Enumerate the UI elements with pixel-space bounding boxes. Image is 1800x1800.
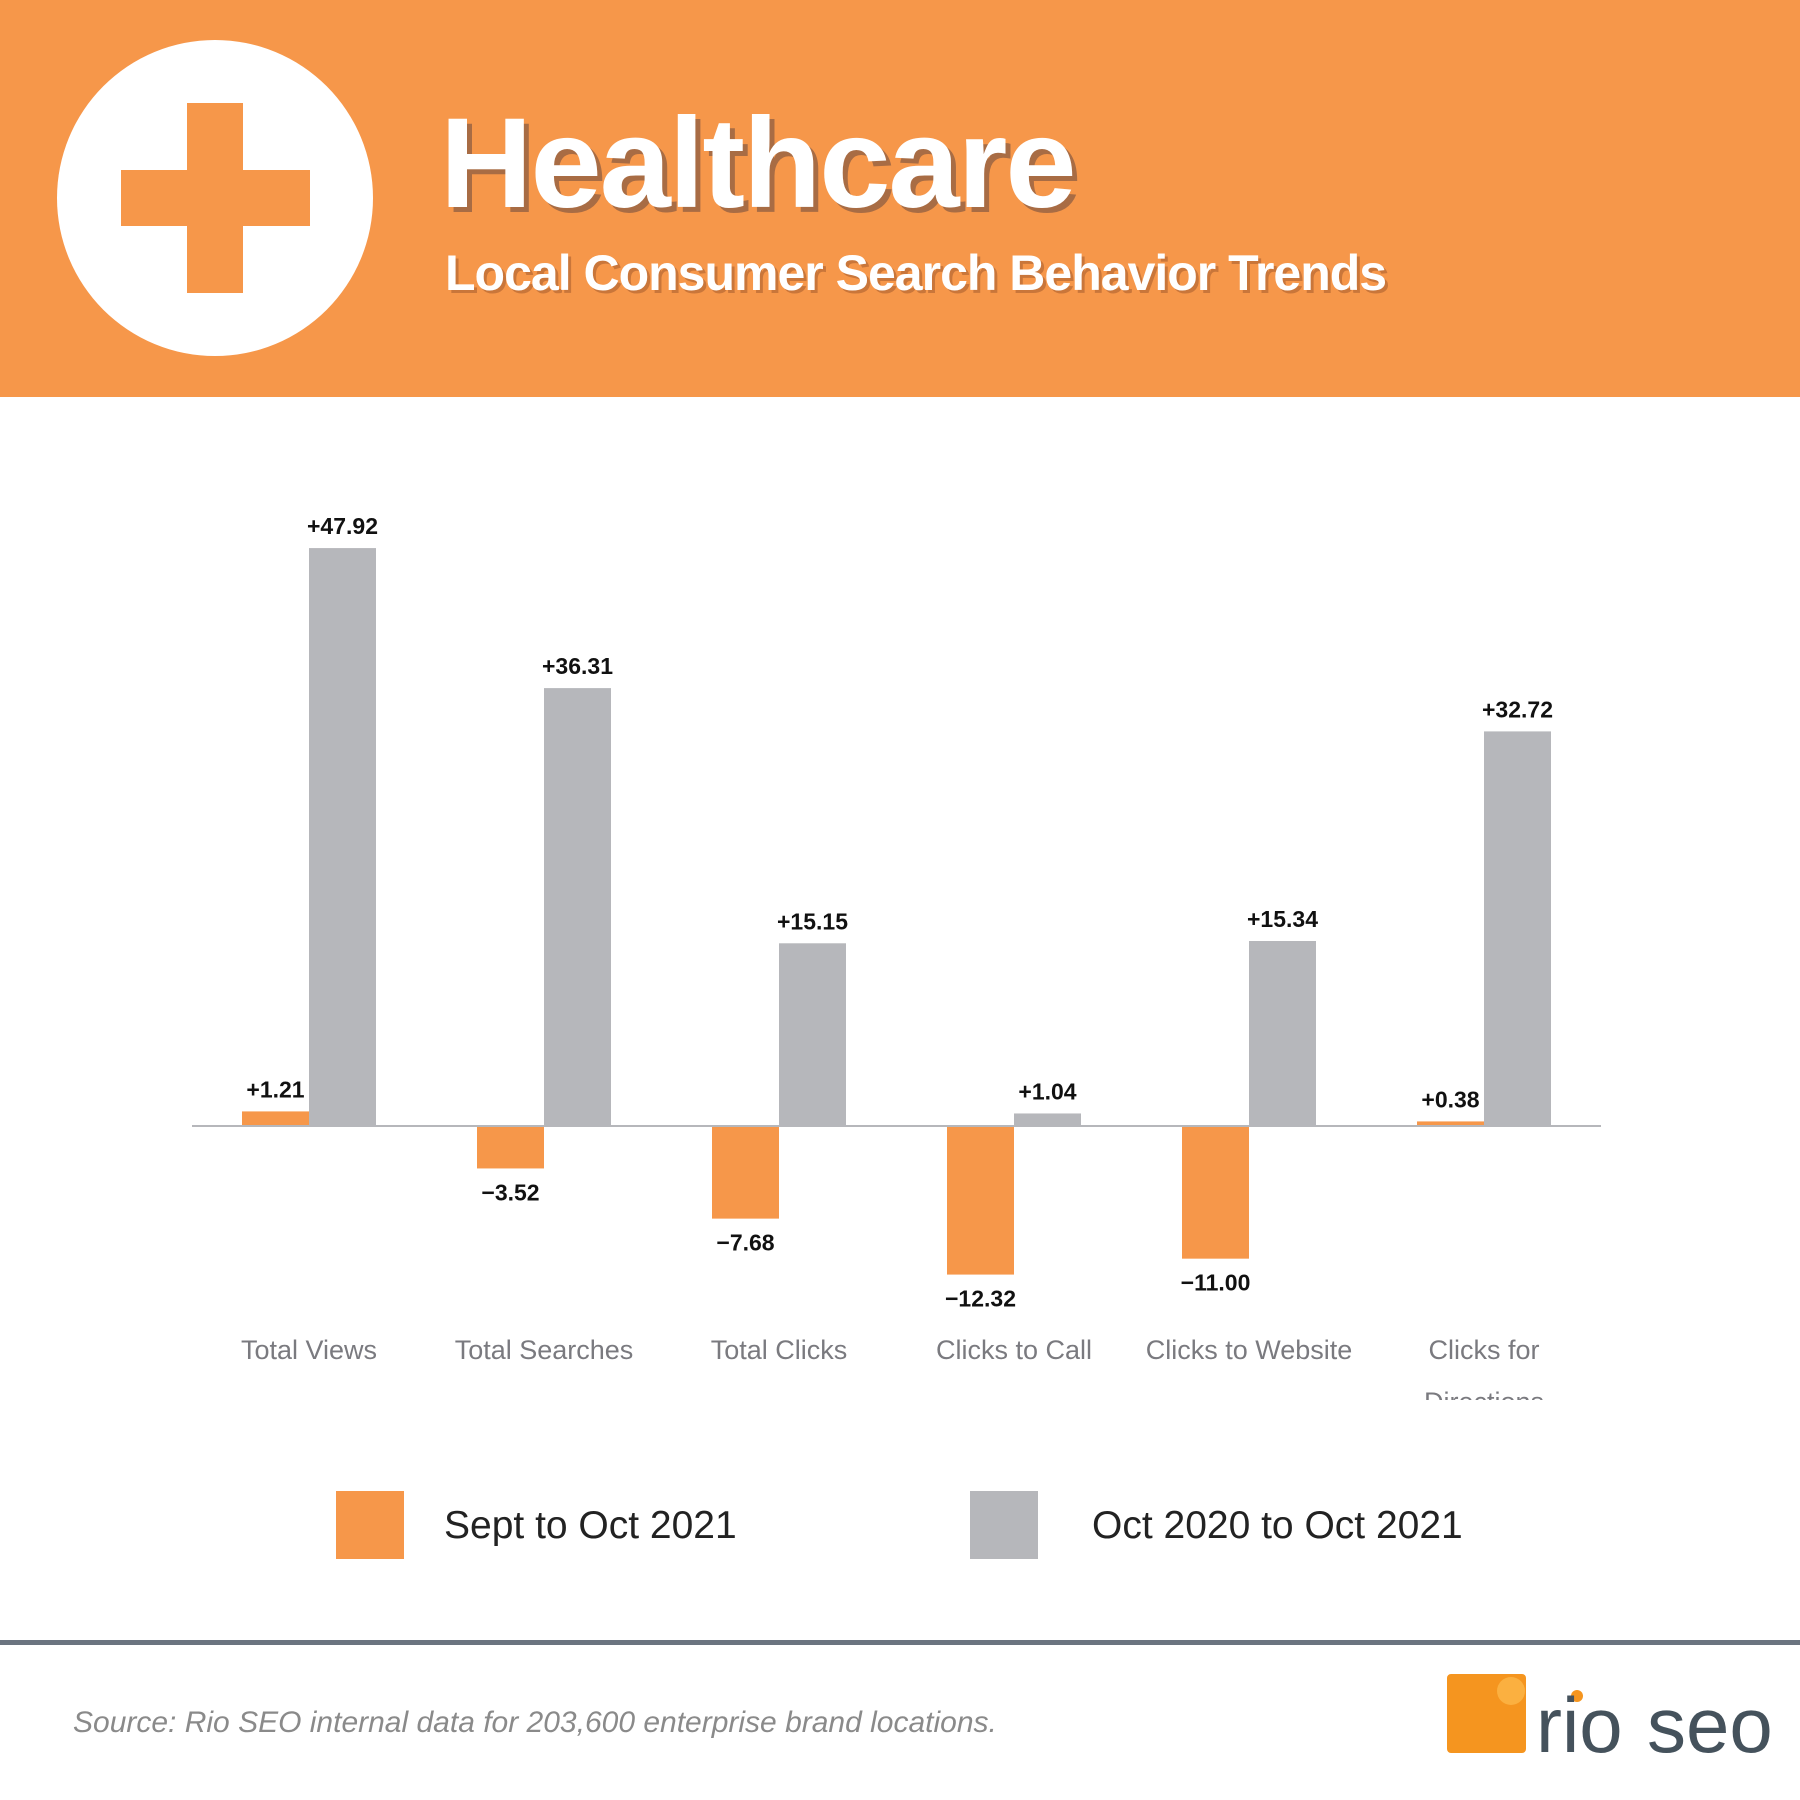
data-label: +36.31 bbox=[542, 653, 613, 679]
page-title: Healthcare bbox=[440, 92, 1077, 235]
svg-text:rio: rio bbox=[1536, 1681, 1623, 1762]
data-label: +0.38 bbox=[1421, 1086, 1479, 1112]
category-label: Clicks to Call bbox=[936, 1335, 1092, 1365]
medical-cross-icon bbox=[57, 40, 373, 356]
data-label: +1.04 bbox=[1018, 1078, 1076, 1104]
page-subtitle: Local Consumer Search Behavior Trends bbox=[445, 245, 1387, 301]
data-label: −11.00 bbox=[1181, 1270, 1251, 1296]
bar bbox=[544, 688, 611, 1126]
category-label: Total Views bbox=[241, 1335, 377, 1365]
data-label: +15.34 bbox=[1247, 906, 1318, 932]
bar bbox=[947, 1126, 1014, 1275]
category-label: Total Clicks bbox=[711, 1335, 848, 1365]
svg-text:seo: seo bbox=[1647, 1681, 1773, 1762]
source-note: Source: Rio SEO internal data for 203,60… bbox=[73, 1706, 997, 1739]
bar bbox=[1417, 1121, 1484, 1126]
legend-swatch-sept-oct-2021 bbox=[336, 1491, 404, 1559]
legend-swatch-oct-2020-oct-2021 bbox=[970, 1491, 1038, 1559]
bar bbox=[477, 1126, 544, 1169]
data-label: +15.15 bbox=[777, 908, 848, 934]
header-banner: Healthcare Local Consumer Search Behavio… bbox=[0, 0, 1800, 397]
data-label: −7.68 bbox=[716, 1230, 774, 1256]
rio-seo-logo: rio seo bbox=[1447, 1674, 1773, 1762]
category-label: Directions bbox=[1424, 1387, 1544, 1400]
bar bbox=[1182, 1126, 1249, 1259]
data-label: +1.21 bbox=[246, 1076, 304, 1102]
bar bbox=[1484, 731, 1551, 1126]
bar bbox=[242, 1111, 309, 1126]
legend-label-sept-oct-2021: Sept to Oct 2021 bbox=[444, 1504, 737, 1547]
category-label: Clicks for bbox=[1428, 1335, 1539, 1365]
data-label: −12.32 bbox=[945, 1286, 1016, 1312]
bar bbox=[712, 1126, 779, 1219]
bar bbox=[1014, 1113, 1081, 1126]
bar bbox=[309, 548, 376, 1126]
bar bbox=[779, 943, 846, 1126]
legend-label-oct-2020-oct-2021: Oct 2020 to Oct 2021 bbox=[1092, 1504, 1463, 1547]
data-label: −3.52 bbox=[481, 1179, 539, 1205]
category-label: Total Searches bbox=[455, 1335, 634, 1365]
footer-divider bbox=[0, 1640, 1800, 1645]
data-label: +32.72 bbox=[1482, 696, 1553, 722]
data-label: +47.92 bbox=[307, 513, 378, 539]
bar-chart: +1.21 +47.92 Total Views −3.52 +36.31 Total S… bbox=[192, 513, 1601, 1400]
category-label: Clicks to Website bbox=[1146, 1335, 1353, 1365]
bar bbox=[1249, 940, 1316, 1126]
